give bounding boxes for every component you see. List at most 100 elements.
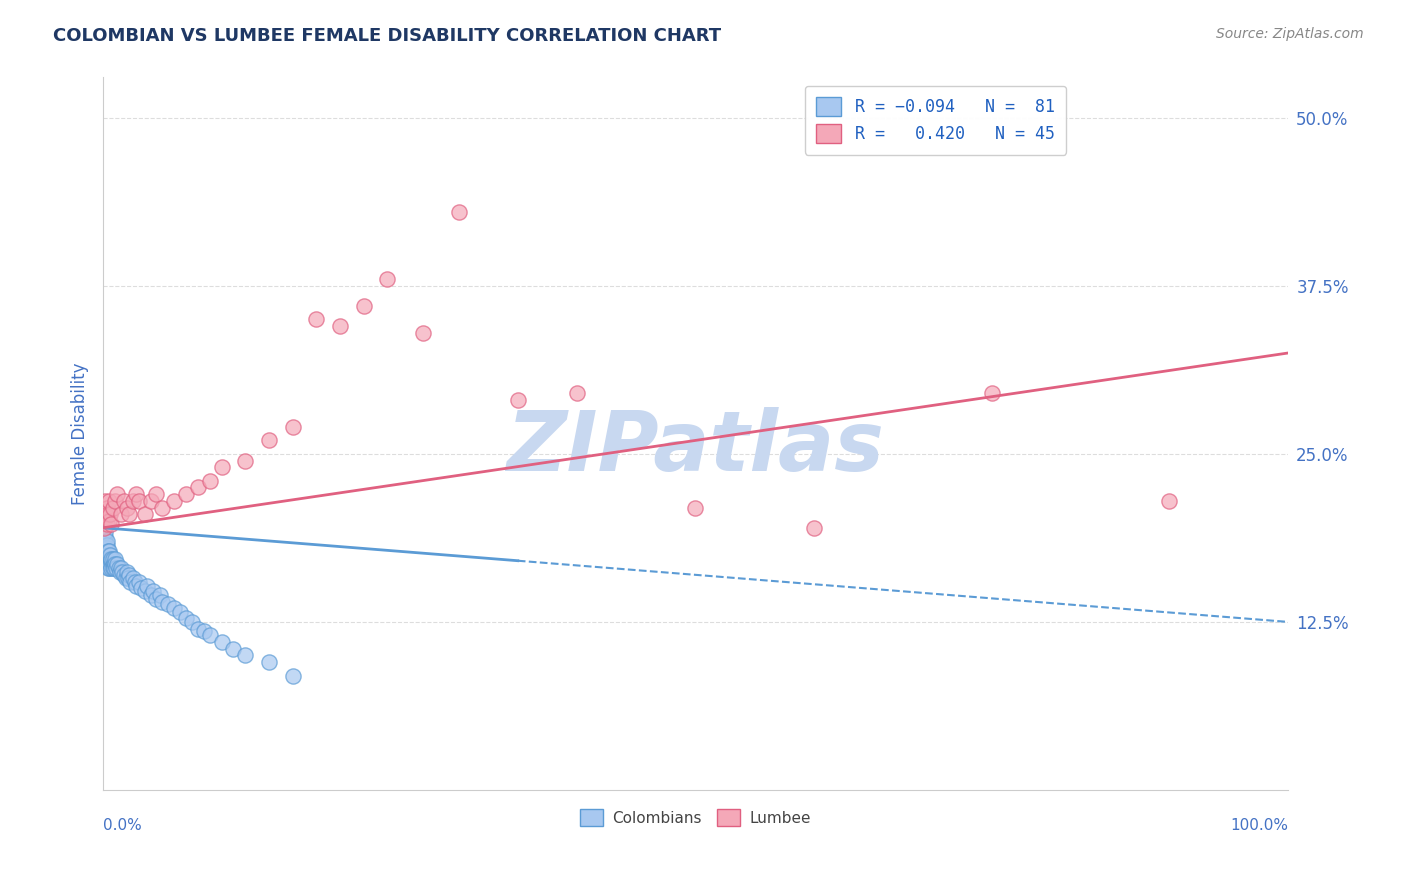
Point xyxy=(105,487,128,501)
Point xyxy=(329,319,352,334)
Point xyxy=(110,561,132,575)
Point xyxy=(134,508,156,522)
Point xyxy=(145,592,167,607)
Point xyxy=(107,561,129,575)
Point xyxy=(94,494,117,508)
Point xyxy=(94,538,117,552)
Point xyxy=(685,500,707,515)
Point xyxy=(198,628,221,642)
Legend: Colombians, Lumbee: Colombians, Lumbee xyxy=(574,804,817,832)
Point xyxy=(94,530,117,544)
Point xyxy=(353,299,375,313)
Point xyxy=(114,494,136,508)
Point xyxy=(93,548,115,562)
Point xyxy=(120,574,142,589)
Point xyxy=(96,548,118,562)
Point xyxy=(100,554,122,568)
Point xyxy=(93,534,115,549)
Point xyxy=(121,570,143,584)
Point xyxy=(96,538,118,552)
Point xyxy=(124,574,146,589)
Point xyxy=(211,460,233,475)
Point xyxy=(94,557,117,571)
Point xyxy=(281,420,304,434)
Point xyxy=(94,524,117,539)
Point xyxy=(198,474,221,488)
Point xyxy=(193,624,215,639)
Point xyxy=(104,557,127,571)
Point xyxy=(98,561,121,575)
Point xyxy=(150,500,173,515)
Point xyxy=(96,543,118,558)
Point xyxy=(93,541,115,555)
Point xyxy=(101,551,124,566)
Point xyxy=(104,551,127,566)
Point xyxy=(97,561,120,575)
Point xyxy=(108,565,131,579)
Point xyxy=(118,508,141,522)
Point xyxy=(94,543,117,558)
Point xyxy=(97,548,120,562)
Y-axis label: Female Disability: Female Disability xyxy=(72,362,89,505)
Point xyxy=(98,494,121,508)
Point xyxy=(129,582,152,596)
Point xyxy=(125,487,148,501)
Point xyxy=(96,516,118,531)
Point xyxy=(96,551,118,566)
Point xyxy=(136,578,159,592)
Text: COLOMBIAN VS LUMBEE FEMALE DISABILITY CORRELATION CHART: COLOMBIAN VS LUMBEE FEMALE DISABILITY CO… xyxy=(53,27,721,45)
Point xyxy=(98,548,121,562)
Point xyxy=(163,494,186,508)
Point xyxy=(134,584,156,599)
Point xyxy=(565,386,588,401)
Point xyxy=(257,434,280,448)
Point xyxy=(174,487,197,501)
Point xyxy=(117,570,139,584)
Point xyxy=(980,386,1002,401)
Point xyxy=(98,551,121,566)
Point xyxy=(169,606,191,620)
Point xyxy=(125,578,148,592)
Point xyxy=(447,205,470,219)
Point xyxy=(121,494,143,508)
Point xyxy=(118,567,141,582)
Point xyxy=(100,516,122,531)
Point xyxy=(98,508,121,522)
Point xyxy=(105,561,128,575)
Point xyxy=(93,514,115,528)
Point xyxy=(157,598,180,612)
Point xyxy=(163,601,186,615)
Point xyxy=(93,554,115,568)
Point xyxy=(94,548,117,562)
Point xyxy=(187,480,209,494)
Point xyxy=(257,655,280,669)
Point xyxy=(139,588,162,602)
Point xyxy=(94,508,117,522)
Point xyxy=(803,521,825,535)
Point xyxy=(94,534,117,549)
Text: 100.0%: 100.0% xyxy=(1230,819,1288,833)
Point xyxy=(98,551,121,566)
Point xyxy=(139,494,162,508)
Point xyxy=(96,557,118,571)
Point xyxy=(93,527,115,541)
Point xyxy=(115,565,138,579)
Point xyxy=(96,554,118,568)
Point xyxy=(222,641,245,656)
Point xyxy=(110,508,132,522)
Point xyxy=(98,543,121,558)
Point xyxy=(145,487,167,501)
Point xyxy=(181,615,204,629)
Point xyxy=(233,453,256,467)
Point xyxy=(128,574,150,589)
Point xyxy=(142,584,165,599)
Point xyxy=(105,557,128,571)
Point xyxy=(98,548,121,562)
Point xyxy=(97,508,120,522)
Point xyxy=(100,551,122,566)
Point xyxy=(101,500,124,515)
Point xyxy=(94,551,117,566)
Point xyxy=(377,272,399,286)
Point xyxy=(96,541,118,555)
Point xyxy=(174,611,197,625)
